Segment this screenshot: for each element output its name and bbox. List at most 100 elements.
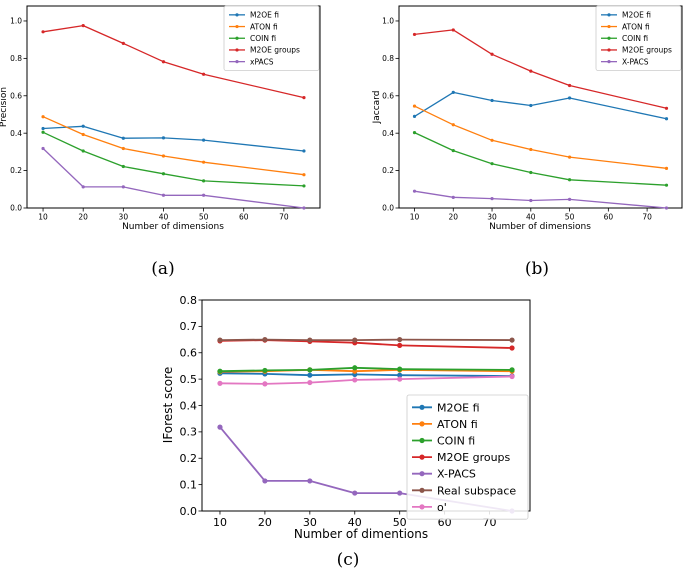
x-tick-label: 60 — [604, 213, 614, 222]
series-line-2 — [42, 131, 304, 187]
data-point — [161, 193, 166, 197]
data-point — [352, 490, 358, 496]
data-point — [202, 138, 206, 142]
data-point — [307, 337, 313, 343]
legend-label: COIN fi — [250, 34, 276, 43]
series-line-2 — [414, 132, 667, 186]
data-point — [121, 164, 125, 169]
data-point — [397, 342, 403, 348]
y-tick-label: 0.4 — [10, 129, 22, 138]
legend-swatch-marker — [235, 60, 239, 64]
data-point — [262, 381, 268, 387]
data-point — [567, 155, 572, 159]
data-point — [262, 367, 268, 374]
y-tick-label: 1.0 — [10, 17, 22, 26]
x-tick-label: 70 — [642, 213, 652, 222]
data-point — [81, 24, 85, 28]
data-point — [664, 106, 669, 110]
legend-swatch-marker — [235, 48, 239, 52]
x-tick-label: 20 — [449, 213, 459, 222]
y-axis-label: IForest score — [161, 367, 175, 443]
legend-swatch-marker — [419, 504, 425, 510]
data-point — [121, 185, 125, 189]
x-tick-label: 30 — [303, 516, 317, 529]
x-tick-label: 50 — [565, 213, 575, 222]
y-tick-label: 0.6 — [180, 347, 198, 360]
data-point — [202, 179, 206, 183]
y-tick-label: 0.7 — [180, 320, 198, 333]
x-tick-label: 20 — [258, 516, 272, 529]
series-line-0 — [43, 125, 304, 152]
legend-label: COIN fi — [622, 34, 648, 43]
data-point — [81, 124, 85, 128]
data-point — [217, 380, 223, 386]
y-tick-label: 0.2 — [10, 166, 22, 175]
data-point — [161, 60, 166, 64]
data-point — [529, 147, 533, 152]
data-point — [161, 136, 166, 140]
legend-swatch-marker — [235, 13, 239, 17]
data-point — [352, 377, 358, 383]
data-point — [307, 372, 313, 378]
data-point — [161, 154, 166, 158]
data-point — [397, 372, 403, 378]
data-point — [664, 183, 669, 187]
data-point — [451, 90, 455, 95]
data-point — [202, 72, 206, 76]
data-point — [412, 114, 417, 118]
series-line-0 — [414, 91, 667, 120]
x-tick-label: 10 — [213, 516, 227, 529]
legend-swatch-marker — [419, 421, 425, 427]
data-point — [567, 197, 572, 201]
data-point — [412, 131, 417, 135]
caption: (a) — [151, 259, 174, 279]
data-point — [121, 146, 125, 151]
legend-box — [406, 394, 529, 520]
data-point — [41, 30, 45, 34]
data-point — [81, 132, 85, 137]
legend-swatch-marker — [607, 24, 611, 29]
legend-label: xPACS — [250, 57, 274, 66]
data-point — [202, 193, 206, 197]
series-line-3 — [43, 24, 305, 99]
series-line-2 — [219, 366, 513, 373]
y-tick-label: 0.0 — [180, 505, 198, 518]
data-point — [41, 146, 45, 151]
chart-jaccard: Jaccard Number of dimensions 10 20 30 40 50 6… — [372, 5, 683, 279]
data-point — [81, 185, 85, 189]
data-point — [262, 336, 268, 343]
legend: M2OE fi ATON fi COIN fi M2OE groups xPACS — [223, 5, 320, 71]
data-point — [664, 206, 669, 210]
x-tick-label: 20 — [78, 213, 88, 222]
data-point — [307, 478, 313, 484]
x-tick-label: 60 — [239, 213, 249, 222]
data-point — [202, 160, 206, 164]
y-tick-label: 0.2 — [382, 166, 394, 175]
y-tick-label: 0.3 — [180, 426, 198, 439]
chart-precision: Precision Number of dimensions 10 20 30 40 5… — [0, 5, 321, 279]
data-point — [397, 376, 403, 382]
data-point — [302, 173, 306, 177]
legend-label: X-PACS — [437, 468, 476, 481]
legend-swatch-marker — [235, 36, 239, 40]
legend-swatch-marker — [419, 437, 425, 444]
legend-label: M2OE groups — [250, 46, 300, 55]
legend-label: o' — [437, 501, 447, 514]
y-axis-label: Jaccard — [372, 91, 382, 125]
legend-label: M2OE fi — [250, 11, 279, 20]
series-line-3 — [414, 29, 667, 109]
x-tick-label: 30 — [487, 213, 497, 222]
data-point — [41, 115, 45, 119]
data-point — [302, 149, 306, 153]
plot-frame — [398, 5, 683, 209]
y-tick-label: 0.2 — [180, 452, 198, 465]
legend-swatch-marker — [235, 24, 239, 29]
data-point — [161, 172, 166, 176]
x-tick-label: 50 — [393, 516, 407, 529]
legend-swatch-marker — [419, 454, 425, 460]
series-line-4 — [42, 148, 304, 209]
legend-label: M2OE fi — [437, 401, 480, 414]
data-point — [529, 103, 533, 108]
x-tick-label: 40 — [159, 213, 169, 222]
data-point — [451, 195, 455, 199]
